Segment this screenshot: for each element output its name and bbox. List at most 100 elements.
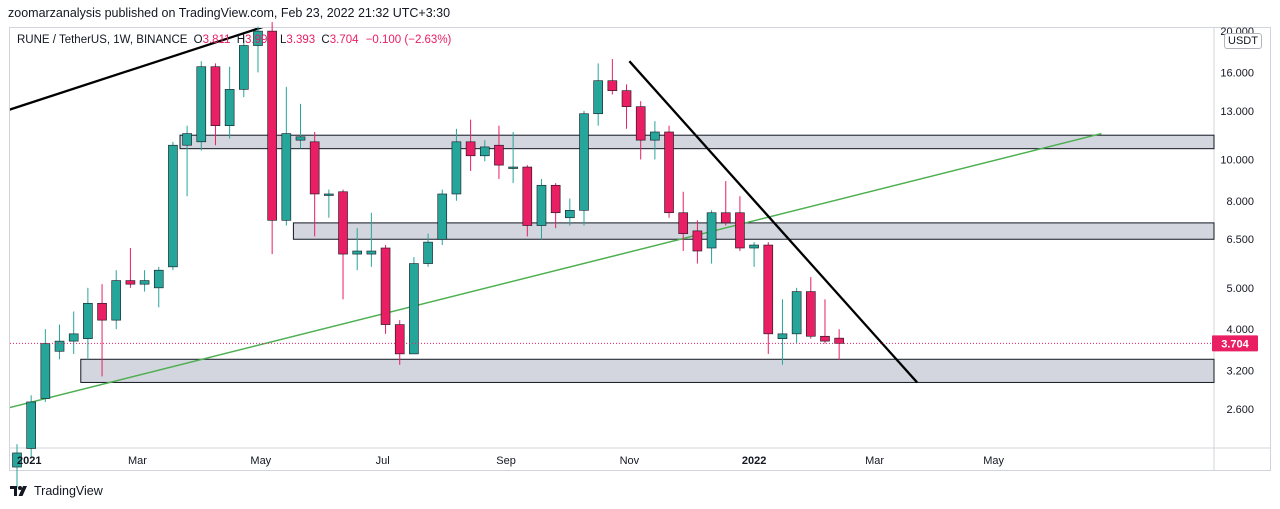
grid [10, 28, 1270, 470]
support-zone [80, 358, 1215, 383]
candle [409, 257, 419, 355]
candle [210, 63, 221, 146]
candle-body [267, 30, 277, 221]
candle-body [366, 250, 377, 255]
price-tick-label: 10.000 [1220, 154, 1254, 166]
candle [139, 270, 150, 292]
price-tick-label: 5.000 [1226, 283, 1254, 295]
candle [338, 189, 348, 300]
candle-body [550, 184, 561, 214]
candle [68, 311, 79, 354]
candle [749, 242, 759, 267]
candle-body [111, 280, 122, 321]
tradingview-logo-icon [10, 486, 27, 496]
candle [366, 212, 377, 267]
candle [125, 248, 136, 288]
time-tick-label: Jul [376, 455, 390, 467]
candle [253, 26, 263, 73]
candle [720, 181, 731, 226]
candle [465, 119, 476, 171]
candle-body [451, 141, 462, 195]
trendline-group [10, 28, 1102, 409]
candle-body [295, 136, 306, 141]
candle-body [650, 131, 660, 141]
candle [735, 196, 745, 252]
candle [664, 125, 674, 218]
candle [153, 266, 164, 308]
candle-body [621, 90, 632, 107]
candle [763, 242, 774, 354]
candle [650, 121, 660, 160]
candle-body [83, 302, 93, 339]
candle-body [210, 66, 221, 127]
candle [593, 63, 603, 126]
candle-body [139, 280, 150, 285]
last-price-label: 3.704 [1221, 338, 1249, 350]
legend-close: 3.704 [329, 34, 359, 46]
candle-body [735, 212, 745, 249]
candle [635, 101, 646, 160]
candle-body [593, 80, 603, 115]
candle-body [635, 106, 646, 141]
candle [451, 128, 462, 201]
candle-body [678, 212, 689, 234]
rising-support-trendline [10, 132, 1102, 409]
candle [820, 299, 830, 344]
candle-body [12, 452, 22, 468]
candle-body [253, 30, 263, 46]
candle [196, 61, 207, 151]
trendlines [10, 28, 1102, 409]
candle [791, 287, 802, 344]
candle [40, 329, 51, 402]
candle-body [522, 166, 533, 226]
candle-body [40, 343, 51, 399]
chart-frame [9, 27, 1271, 471]
candle [295, 103, 306, 149]
candle-body [777, 333, 788, 339]
candle-body [763, 244, 774, 335]
candle [394, 320, 405, 365]
legend-low-label: L [280, 34, 287, 46]
legend-low: 3.393 [286, 34, 316, 46]
candle [522, 165, 533, 237]
candle [621, 84, 632, 129]
candle-body [153, 269, 164, 289]
candle [309, 131, 320, 237]
candle-body [224, 89, 235, 127]
footer: TradingView [10, 484, 103, 498]
candle-body [706, 212, 717, 249]
candle [706, 210, 717, 264]
candle-body [281, 133, 292, 221]
candle [83, 287, 93, 360]
candle [281, 86, 292, 226]
legend-open-label: O [193, 34, 203, 46]
time-tick-label: Mar [865, 455, 884, 467]
candle-body [834, 337, 844, 344]
candle [168, 141, 178, 271]
candle [777, 299, 788, 365]
candle-body [182, 133, 192, 146]
currency-button[interactable]: USDT [1224, 33, 1262, 49]
candle-body [579, 113, 589, 211]
candle [536, 178, 547, 240]
candle-body [565, 209, 575, 219]
candle-body [664, 131, 674, 214]
candle-body [720, 212, 731, 224]
candle [224, 66, 235, 139]
candle-body [423, 241, 433, 264]
candle [494, 125, 504, 179]
candle [437, 189, 448, 246]
legend-symbol[interactable]: RUNE / TetherUS, 1W, BINANCE [17, 34, 188, 46]
candle-body [437, 193, 448, 240]
price-tick-label: 2.600 [1226, 404, 1254, 416]
legend-close-label: C [321, 34, 330, 46]
candle-body [54, 340, 65, 352]
footer-brand[interactable]: TradingView [34, 484, 103, 498]
candle [550, 183, 561, 229]
candle-body [820, 335, 830, 342]
candle-body [749, 244, 759, 249]
candle [26, 395, 36, 458]
upper-trendline [10, 28, 264, 111]
candle [97, 284, 107, 377]
